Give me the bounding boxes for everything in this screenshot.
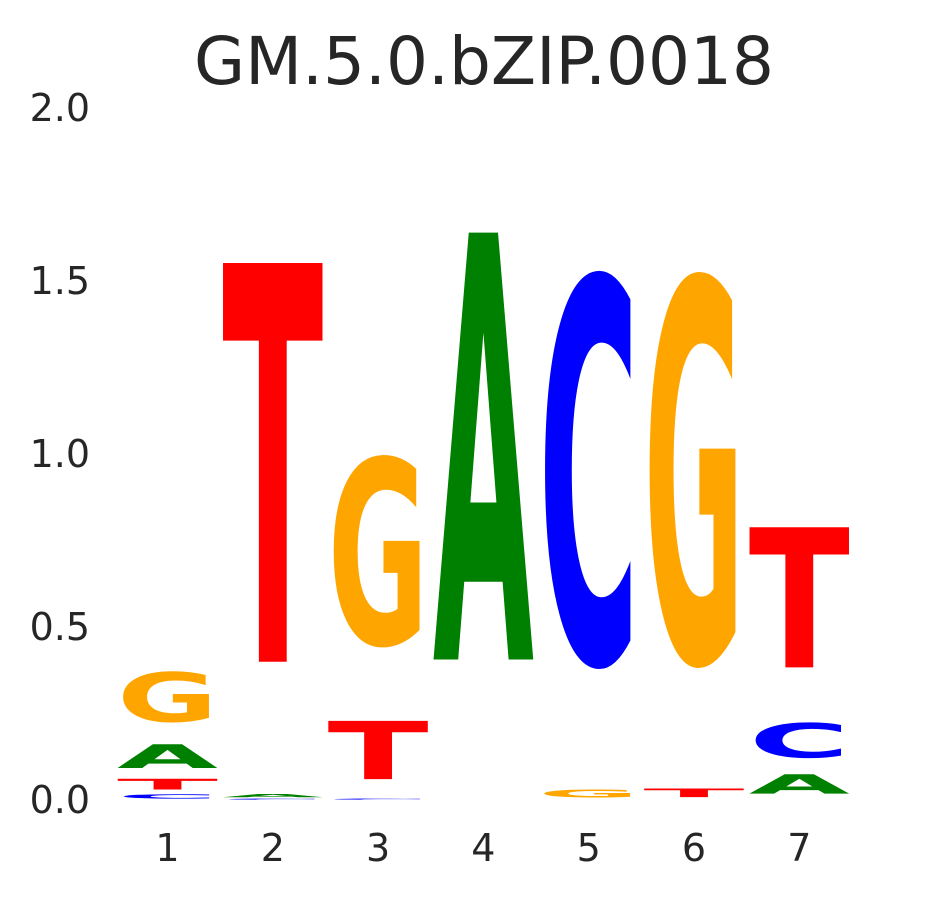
logo-letter-t: T [749,490,850,713]
y-tick-label: 1.0 [30,432,90,476]
x-axis: 1 2 3 4 5 6 7 [155,826,811,870]
logo-letter-t: T [644,786,745,800]
x-tick-label: 5 [577,826,601,870]
x-tick-label: 3 [366,826,390,870]
logo-letter-t: T [328,706,429,799]
y-tick-label: 0.5 [30,605,90,649]
logo-letter-c: C [538,173,639,786]
logo-letter-t: T [222,154,324,792]
logo-letter-g: G [644,175,745,785]
x-tick-label: 2 [261,826,285,870]
logo-letter-a: A [222,793,323,798]
logo-letter-g: G [538,788,639,800]
logo-letter-a: A [749,769,850,800]
logo-letter-c: C [749,714,850,769]
logo-letter-c: C [328,798,429,800]
logo-letter-c: C [222,798,323,800]
y-tick-label: 2.0 [30,86,90,130]
logo-letter-g: G [328,410,429,705]
chart-title: GM.5.0.bZIP.0018 [194,23,774,100]
logo-letter-a: A [117,738,219,776]
logo-letter-c: C [117,793,218,800]
x-tick-label: 6 [682,826,706,870]
y-tick-label: 0.0 [30,778,90,822]
logo-letter-g: G [117,659,218,738]
y-tick-label: 1.5 [30,259,90,303]
y-axis: 0.0 0.5 1.0 1.5 2.0 [30,86,90,822]
x-tick-label: 1 [155,826,179,870]
x-tick-label: 4 [471,826,495,870]
x-tick-label: 7 [787,826,811,870]
logo-letter-t: T [117,776,218,793]
logo-letter-a: A [433,117,535,799]
